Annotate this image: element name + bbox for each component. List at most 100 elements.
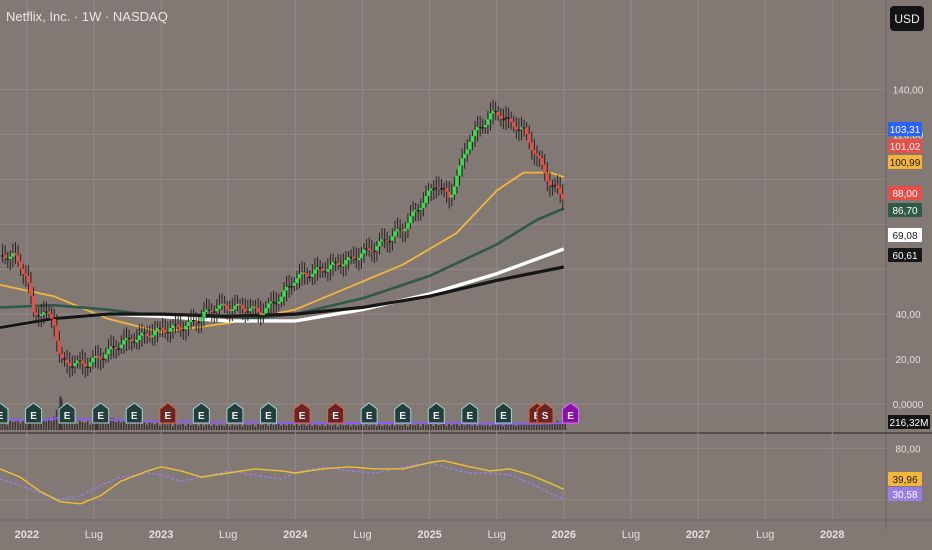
volume-bar <box>515 425 517 430</box>
candle-body <box>248 308 253 312</box>
price-badge-text: 103,31 <box>890 125 921 136</box>
volume-ma-line <box>6 416 564 425</box>
candle-body <box>8 256 12 260</box>
candle-body <box>537 155 542 159</box>
candle-body <box>349 256 353 259</box>
earnings-marker-icon <box>562 402 580 424</box>
volume-bar <box>399 425 401 430</box>
candle-body <box>287 286 291 288</box>
volume-bar <box>466 424 468 430</box>
volume-badge-text: 216,32M <box>890 418 929 429</box>
moving-average-line <box>0 265 565 330</box>
volume-bar <box>440 424 443 430</box>
volume-bar <box>76 423 79 430</box>
price-badge <box>888 248 922 262</box>
volume-bar <box>476 426 479 430</box>
candle-body <box>297 274 302 279</box>
candle-body <box>31 295 36 313</box>
volume-bar <box>200 424 202 430</box>
price-badge-text: 60,61 <box>892 251 917 262</box>
volume-bar <box>156 422 159 430</box>
candle-body <box>78 360 82 362</box>
volume-bar <box>347 424 350 430</box>
volume-bar <box>208 424 210 430</box>
volume-bar <box>355 425 357 430</box>
candle-body <box>153 330 157 336</box>
candle-body <box>266 303 271 309</box>
price-badge <box>888 203 922 217</box>
volume-bar <box>412 424 414 430</box>
candle-body <box>548 181 552 186</box>
volume-bar <box>135 422 138 430</box>
time-axis-label: Lug <box>85 529 103 541</box>
candle-body <box>535 153 539 156</box>
volume-bar <box>1 423 4 430</box>
volume-bar <box>393 426 396 430</box>
volume-bar <box>125 421 128 430</box>
volume-bar <box>350 426 352 430</box>
time-axis-label: Lug <box>756 529 774 541</box>
candle-body <box>367 248 371 251</box>
volume-bar <box>120 422 122 430</box>
volume-bar <box>228 426 231 430</box>
volume-bar <box>277 423 280 430</box>
candle-body <box>83 363 87 367</box>
price-badge <box>888 186 922 200</box>
volume-bar <box>262 424 264 430</box>
candle-body <box>478 126 482 129</box>
candle-body <box>359 253 364 259</box>
volume-bar <box>502 426 505 430</box>
volume-bar <box>295 423 298 430</box>
volume-bar <box>391 424 394 430</box>
volume-bar <box>71 420 73 430</box>
candle-body <box>57 340 61 354</box>
candle-body <box>220 303 224 306</box>
earnings-marker-label: E <box>500 411 507 422</box>
candle-body <box>277 301 281 304</box>
earnings-marker-icon <box>58 402 76 424</box>
volume-bar <box>184 425 187 430</box>
volume-bar <box>187 423 190 430</box>
candle-body <box>323 270 327 273</box>
volume-bar <box>455 424 458 430</box>
volume-badge <box>888 415 930 429</box>
volume-bar <box>548 421 551 430</box>
price-badge-text: 86,70 <box>892 206 917 217</box>
candle-body <box>179 327 183 330</box>
candle-body <box>168 327 172 332</box>
volume-bar <box>308 424 311 430</box>
candle-body <box>279 296 283 302</box>
volume-bar <box>316 424 319 430</box>
volume-bar <box>195 424 197 430</box>
candle-body <box>403 228 407 232</box>
volume-bar <box>329 425 332 430</box>
candle-body <box>512 122 516 127</box>
volume-bar <box>378 424 381 430</box>
volume-bar <box>453 424 455 430</box>
candle-body <box>137 335 142 340</box>
volume-bar <box>84 422 86 430</box>
candle-body <box>42 312 46 315</box>
volume-bar <box>48 417 50 430</box>
volume-bar <box>166 424 169 430</box>
candle-body <box>550 185 555 187</box>
volume-bar <box>427 424 430 430</box>
currency-button[interactable]: USD <box>890 6 924 31</box>
earnings-marker-icon <box>0 402 9 424</box>
candle-body <box>256 307 260 312</box>
candle-body <box>401 229 405 232</box>
candle-body <box>284 286 289 291</box>
volume-bar <box>342 425 344 430</box>
volume-bar <box>161 423 164 430</box>
candle-body <box>21 268 25 275</box>
volume-bar <box>79 420 81 430</box>
earnings-marker-label: E <box>164 411 171 422</box>
volume-bar <box>285 425 288 430</box>
candle-body <box>194 321 198 323</box>
volume-bar <box>32 420 35 430</box>
volume-bar <box>9 420 11 430</box>
candle-body <box>81 360 85 364</box>
candle-body <box>390 236 395 241</box>
volume-bar <box>86 421 89 430</box>
